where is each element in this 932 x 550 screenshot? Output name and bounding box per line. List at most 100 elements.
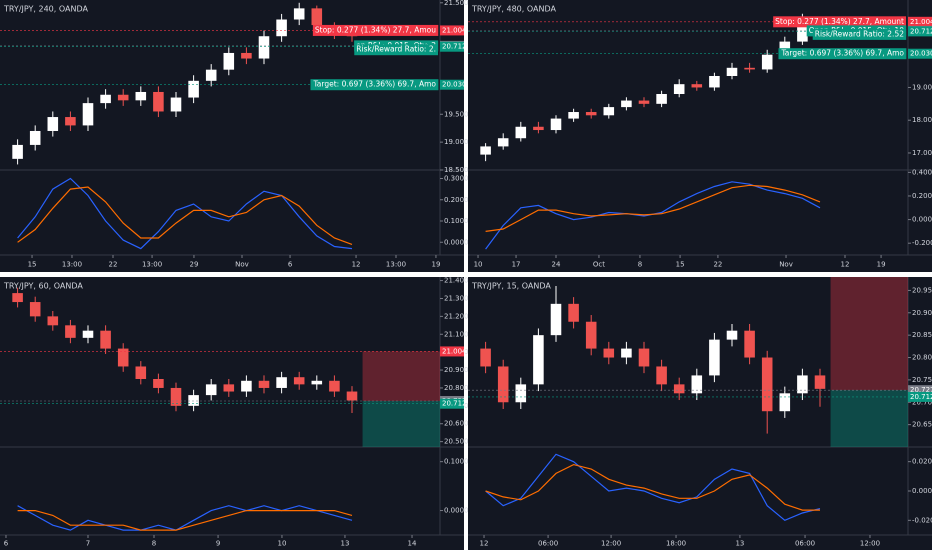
panel-background (468, 0, 932, 272)
y2-tick-label: -0.2000 (912, 239, 932, 247)
candle-body (550, 118, 562, 131)
y-tick-label: 21.500 (444, 0, 469, 7)
chart-panel: 21.500 19.500 19.000 18.500 15 13:00 22 13:00 29… (0, 0, 469, 272)
y2-tick-label: 0.1000 (444, 217, 469, 225)
x-tick-label: 12 (841, 261, 850, 269)
candle-body (621, 348, 632, 358)
y-tick-label: 20.600 (444, 420, 469, 428)
x-tick-label: 8 (152, 540, 156, 548)
price-label-box (440, 398, 464, 409)
candle-body (515, 384, 527, 403)
x-tick-label: 13:00 (62, 261, 82, 269)
candle-body (223, 52, 235, 70)
price-label: 20.712 (442, 400, 467, 408)
price-label-box (440, 41, 464, 52)
candle-body (100, 94, 111, 104)
y-tick-label: 19.000 (444, 138, 469, 146)
y-tick-label: 21.100 (444, 330, 469, 338)
candle-body (100, 330, 111, 349)
candle-body (293, 377, 305, 385)
price-label: 20.030 (442, 81, 467, 89)
candle-body (585, 321, 597, 349)
x-tick-label: 19 (877, 261, 886, 269)
candle-body (673, 384, 685, 394)
candle-body (726, 67, 738, 76)
candle-body (761, 357, 773, 412)
trade-annotation-box (312, 24, 439, 36)
chart-title: TRY/JPY, 60, OANDA (3, 282, 83, 291)
x-tick-label: 17 (512, 261, 521, 269)
y2-tick-label: 0.2000 (444, 196, 469, 204)
indicator-line (485, 453, 821, 521)
candle-body (205, 384, 217, 396)
x-tick-label: 12 (352, 261, 361, 269)
candle-body (29, 302, 41, 317)
price-label: 20.030 (910, 50, 932, 58)
candle-body (117, 348, 129, 367)
y-tick-label: 21.300 (444, 294, 469, 302)
candle-body (779, 41, 791, 55)
candle-body (797, 375, 808, 394)
price-label: 20.727 (910, 386, 932, 394)
candle-body (82, 103, 94, 126)
price-label: 21.004 (910, 18, 932, 26)
chart-panel: 20.950 20.900 20.850 20.800 20.750 20.700 20.6… (468, 277, 932, 550)
trade-annotation: Risk/Reward Ratio: 2. (356, 45, 436, 54)
candle-body (814, 375, 826, 389)
price-label: 20.712 (910, 393, 932, 401)
trade-annotation-box (812, 28, 907, 40)
x-tick-label: 12 (480, 540, 489, 548)
trade-annotation: Stop: 0.277 (1.34%) 27.7, Amou (315, 25, 436, 34)
price-label: 21.004 (442, 347, 467, 355)
chart-title: TRY/JPY, 15, OANDA (471, 282, 551, 291)
candle-body (480, 146, 491, 155)
trade-annotation: Target: 0.697 (3.36%) 69.7, Amo (312, 80, 436, 89)
x-tick-label: 13:00 (386, 261, 406, 269)
candle-body (276, 377, 287, 388)
candle-body (12, 293, 23, 303)
price-label-box (440, 79, 464, 90)
candle-body (709, 75, 720, 88)
trade-annotation-box (310, 79, 439, 91)
price-label-box (440, 346, 464, 357)
x-tick-label: 15 (676, 261, 685, 269)
y-tick-label: 17.000 (912, 149, 932, 157)
panel-background (0, 277, 464, 550)
candle-body (82, 330, 94, 338)
y-tick-label: 20.650 (912, 421, 932, 429)
stop-zone (830, 277, 908, 391)
y2-tick-label: 0.2000 (912, 192, 932, 200)
y-tick-label: 20.700 (912, 398, 932, 406)
trade-annotation: Stop: 0.277 (1.34%) 27.7, Amount (775, 17, 904, 26)
chart-panel: 21.40021.30021.20021.10021.00020.90020.8… (0, 277, 469, 550)
y-tick-label: 20.900 (444, 366, 469, 374)
candle-body (533, 126, 544, 131)
candle-body (170, 387, 182, 406)
candle-body (656, 366, 667, 385)
x-tick-label: 24 (552, 261, 561, 269)
x-tick-label: 22 (109, 261, 118, 269)
y-tick-label: 19.000 (912, 83, 932, 91)
candle-body (497, 138, 509, 147)
x-tick-label: 06:00 (538, 540, 558, 548)
x-tick-label: 13:00 (142, 261, 162, 269)
candle-body (761, 54, 773, 70)
y2-tick-label: 0.0000 (444, 507, 469, 515)
y-tick-label: 20.950 (912, 286, 932, 294)
x-tick-label: 29 (189, 261, 198, 269)
candle-body (779, 393, 791, 412)
x-tick-label: Nov (235, 261, 249, 269)
candle-body (47, 316, 59, 326)
candle-body (744, 67, 755, 70)
price-label-box (908, 16, 932, 27)
y2-tick-label: 0.1000 (444, 458, 469, 466)
stop-zone (362, 351, 440, 402)
y2-tick-label: 0.0000 (912, 216, 932, 224)
panel-background (468, 277, 932, 550)
y-tick-label: 21.200 (444, 312, 469, 320)
candle-body (276, 19, 287, 37)
x-tick-label: 13 (735, 540, 744, 548)
candle-body (47, 117, 59, 131)
x-tick-label: 6 (4, 540, 9, 548)
y-tick-label: 20.900 (912, 309, 932, 317)
